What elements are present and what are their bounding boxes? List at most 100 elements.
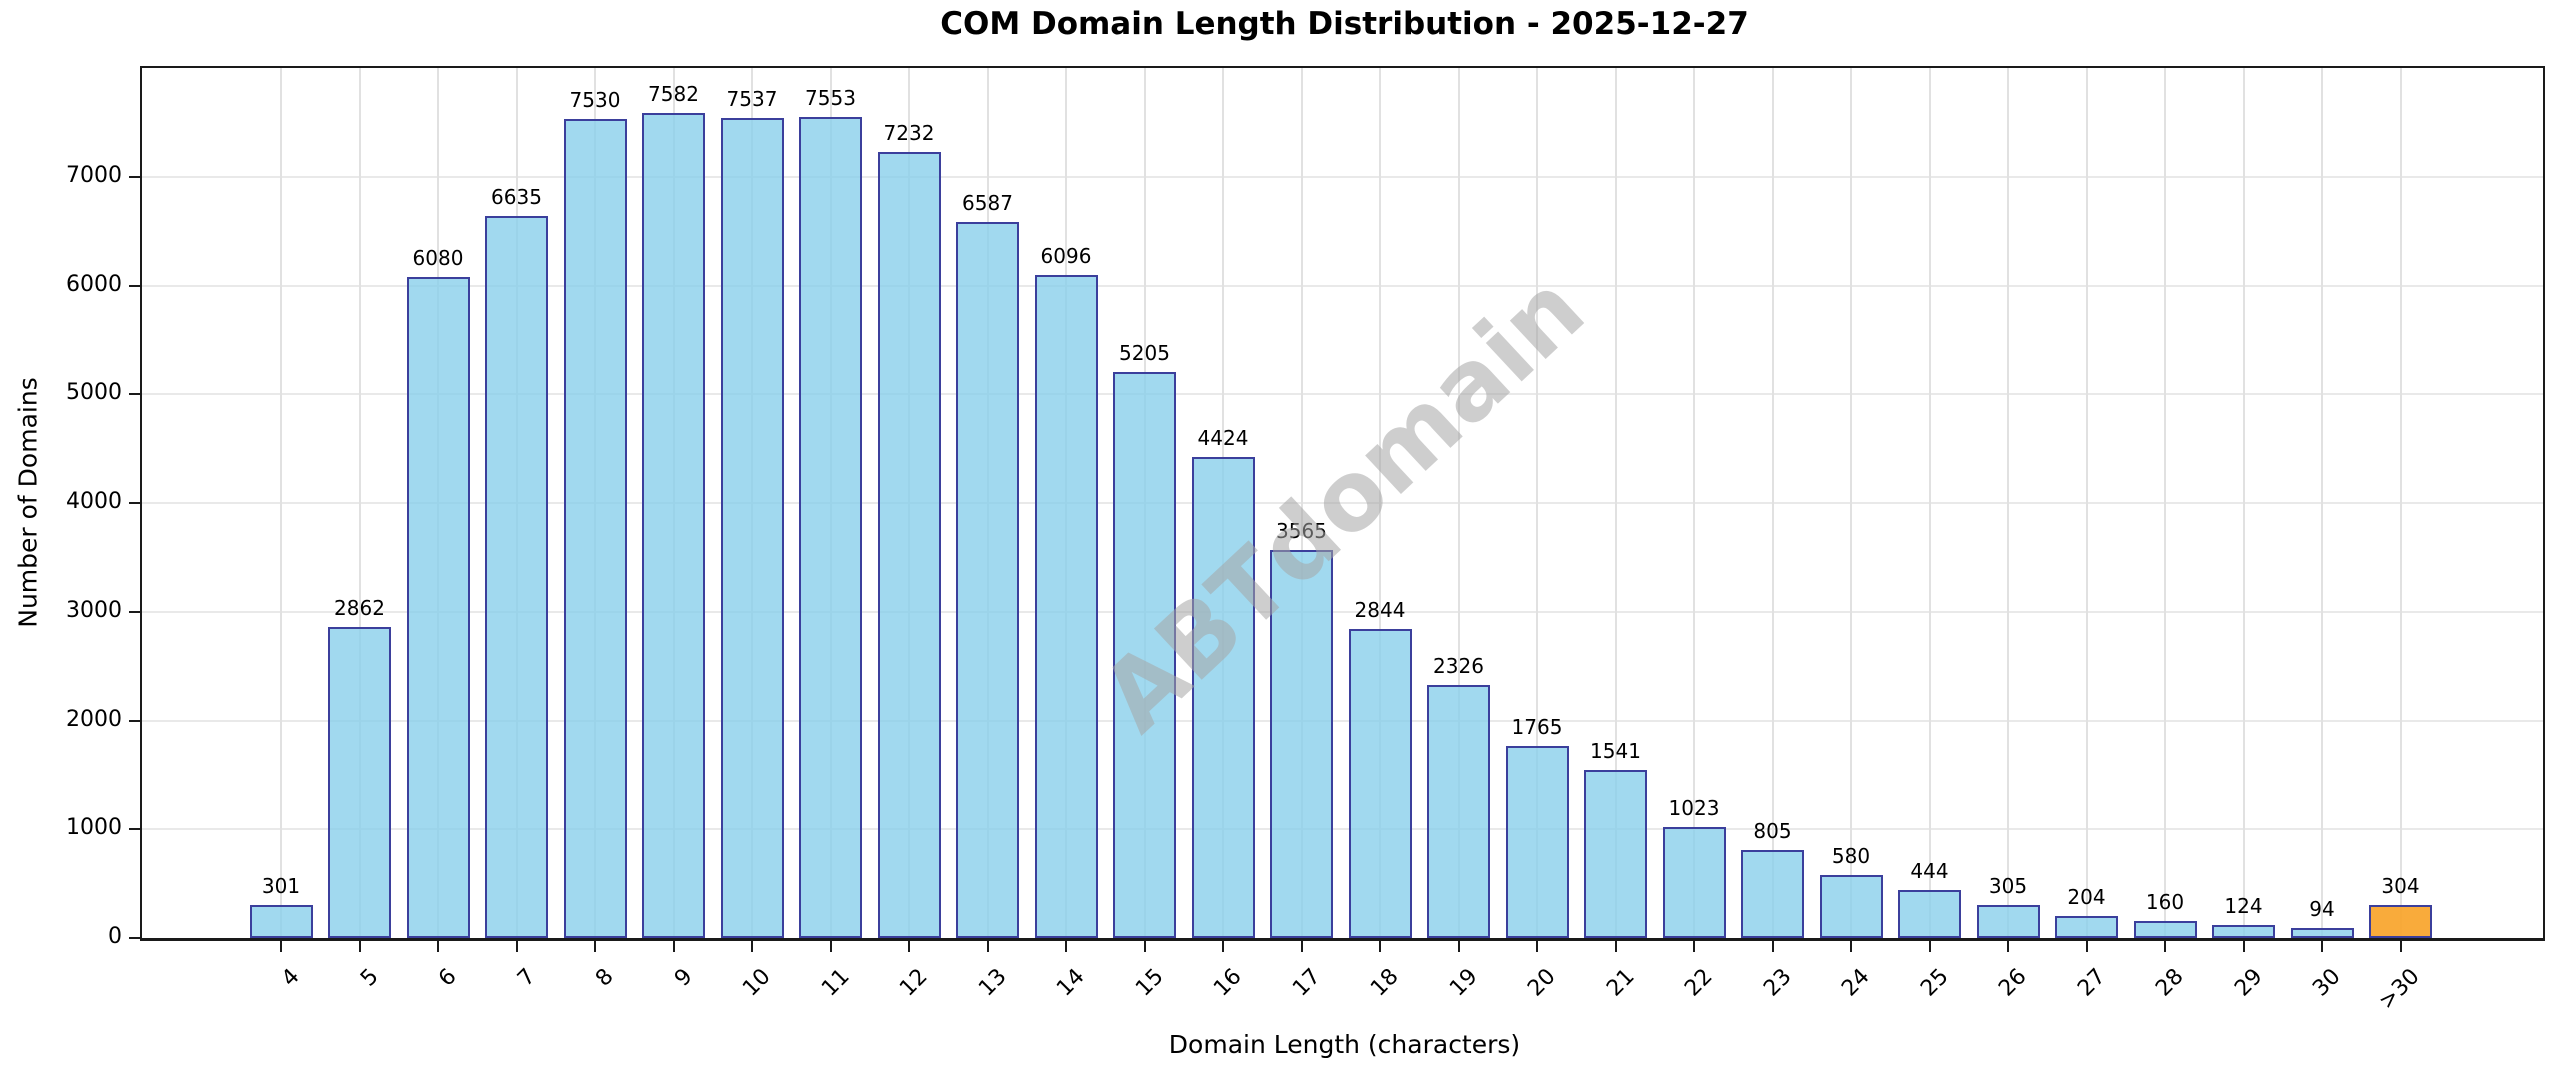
x-tick-mark: [2007, 941, 2009, 952]
bar-value-label: 6096: [1040, 244, 1092, 268]
x-tick-mark: [515, 941, 518, 952]
bar-7: [485, 216, 548, 938]
x-gridline: [2085, 68, 2088, 938]
x-gridline: [1536, 68, 1538, 938]
x-gridline: [1457, 68, 1460, 938]
x-tick-mark: [1065, 941, 1067, 952]
bar-value-label: 2326: [1433, 654, 1484, 678]
y-tick-mark: [129, 175, 140, 178]
bar-6: [406, 277, 470, 938]
bar-value-label: 6635: [491, 185, 542, 209]
y-tick-mark: [129, 828, 140, 831]
bar-16: [1191, 457, 1255, 938]
chart-title: COM Domain Length Distribution - 2025-12…: [940, 6, 1749, 42]
x-tick-mark: [1771, 941, 1774, 952]
x-gridline: [1614, 68, 1617, 938]
x-gridline: [2399, 68, 2402, 938]
x-tick-mark: [751, 941, 753, 952]
x-tick-mark: [1222, 941, 1224, 952]
bar-value-label: 6080: [412, 246, 464, 270]
bar-10: [720, 118, 784, 938]
bar-22: [1662, 827, 1726, 938]
bar-value-label: 6587: [962, 191, 1013, 215]
bar-value-label: 94: [2309, 897, 2335, 921]
x-gridline: [1928, 68, 1931, 938]
x-tick-mark: [2399, 941, 2402, 952]
bar-28: [2133, 921, 2197, 938]
x-tick-mark: [829, 941, 832, 952]
x-gridline: [1771, 68, 1774, 938]
bar-value-label: 1541: [1590, 739, 1641, 763]
x-tick-mark: [437, 941, 439, 952]
bar-value-label: 4424: [1197, 426, 1249, 450]
y-tick-label: 7000: [66, 162, 122, 188]
bar-value-label: 5205: [1119, 341, 1170, 365]
bar-value-label: 301: [261, 874, 301, 898]
x-tick-mark: [2321, 941, 2323, 952]
x-gridline: [1300, 68, 1303, 938]
y-tick-label: 4000: [66, 489, 122, 514]
bar->30: [2369, 905, 2432, 938]
x-gridline: [1379, 68, 1381, 938]
bar-5: [328, 627, 391, 938]
bar-19: [1427, 685, 1490, 938]
x-tick-mark: [1536, 941, 1538, 952]
y-gridline: [142, 175, 2543, 178]
x-axis-label: Domain Length (characters): [1168, 1030, 1521, 1059]
y-gridline: [142, 393, 2543, 396]
y-gridline: [142, 828, 2543, 831]
bar-11: [799, 117, 862, 938]
bar-value-label: 444: [1910, 859, 1949, 883]
x-gridline: [2321, 68, 2323, 938]
bar-value-label: 160: [2145, 890, 2185, 914]
bar-12: [877, 152, 941, 938]
bar-value-label: 1765: [1511, 715, 1563, 739]
x-tick-mark: [2164, 941, 2166, 952]
x-tick-mark: [1850, 941, 1852, 952]
x-tick-mark: [1693, 941, 1695, 952]
bar-23: [1741, 850, 1804, 938]
y-tick-label: 5000: [66, 380, 122, 406]
bar-13: [956, 222, 1019, 938]
x-tick-mark: [1614, 941, 1617, 952]
plot-area: ABTdomain 0 1000 2000 3000 4000 5000 6000 7000 3…: [66, 66, 2545, 1015]
y-gridline: [142, 502, 2543, 504]
y-tick-label: 3000: [66, 597, 122, 623]
bar-value-label: 7530: [569, 88, 621, 112]
bar-21: [1584, 770, 1647, 938]
bar-30: [2290, 928, 2354, 938]
bar-15: [1113, 372, 1176, 938]
bar-value-label: 1023: [1668, 796, 1720, 820]
bar-27: [2055, 916, 2118, 938]
x-tick-mark: [280, 941, 282, 952]
bar-value-label: 3565: [1276, 519, 1327, 543]
y-tick-mark: [129, 284, 140, 287]
bar-26: [1976, 905, 2040, 938]
bar-value-label: 580: [1831, 844, 1871, 868]
bar-25: [1898, 890, 1961, 938]
y-tick-mark: [129, 719, 140, 722]
bar-value-label: 805: [1753, 819, 1792, 843]
x-tick-mark: [1143, 941, 1146, 952]
x-tick-mark: [2085, 941, 2088, 952]
bar-value-label: 7582: [648, 82, 699, 106]
x-tick-mark: [908, 941, 910, 952]
bar-value-label: 7537: [726, 87, 778, 111]
bar-value-label: 124: [2224, 894, 2263, 918]
x-gridline: [1693, 68, 1695, 938]
bar-value-label: 2862: [334, 596, 385, 620]
x-tick-mark: [2242, 941, 2245, 952]
y-gridline: [142, 719, 2543, 722]
bar-4: [249, 905, 313, 938]
y-tick-mark: [129, 937, 140, 939]
y-gridline: [142, 284, 2543, 287]
x-gridline: [2007, 68, 2009, 938]
y-gridline: [142, 610, 2543, 613]
y-tick-label: 0: [108, 924, 122, 949]
bar-8: [563, 119, 627, 938]
bar-24: [1819, 875, 1883, 938]
x-tick-mark: [1300, 941, 1303, 952]
y-tick-label: 2000: [66, 706, 122, 732]
y-tick-label: 1000: [66, 815, 122, 841]
x-gridline: [280, 68, 282, 938]
